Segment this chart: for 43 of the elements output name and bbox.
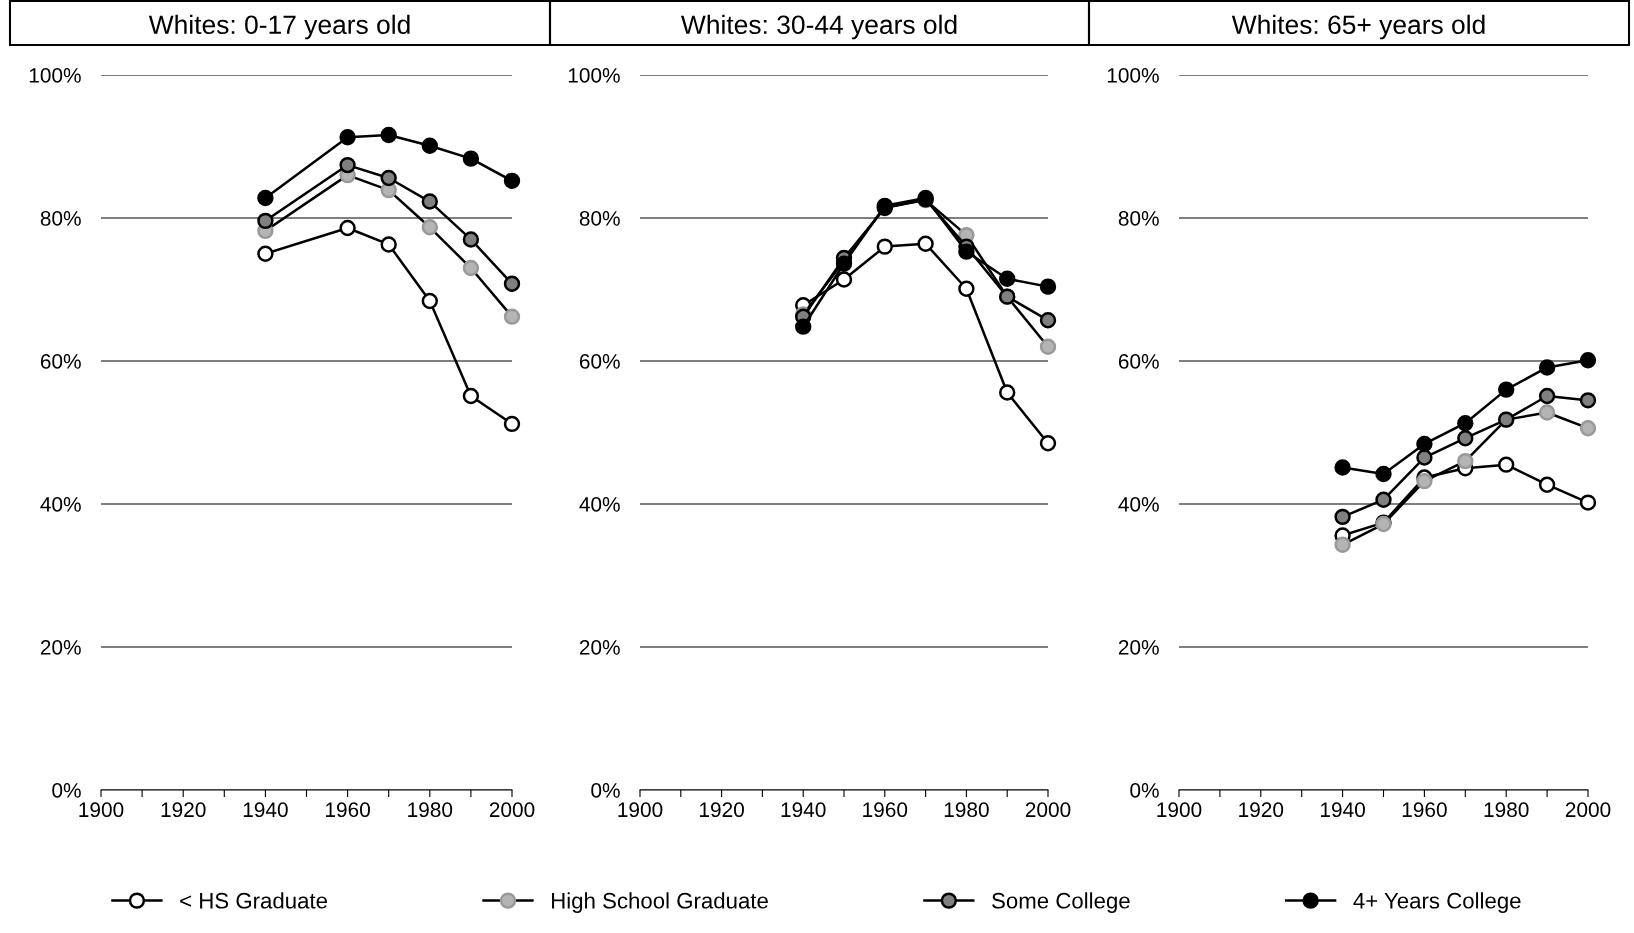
x-tick-label: 2000: [1565, 802, 1611, 818]
y-tick-label: 100%: [568, 68, 620, 83]
x-tick-label: 1980: [944, 802, 989, 818]
x-tick-label: 1940: [1321, 802, 1365, 818]
x-tick-label: 1900: [618, 802, 663, 818]
x-tick-label: 1940: [781, 802, 826, 818]
legend-label: < HS Graduate: [180, 892, 327, 909]
x-tick-label: 1960: [1402, 802, 1447, 818]
legend-label: High School Graduate: [552, 892, 768, 913]
x-tick-label: 2000: [1025, 802, 1071, 818]
y-tick-label: 0%: [52, 783, 81, 798]
y-tick-label: 20%: [579, 640, 620, 655]
legend-label: 4+ Years College: [1353, 892, 1521, 913]
y-tick-label: 60%: [40, 354, 81, 369]
x-tick-label: 1920: [700, 802, 744, 818]
y-tick-label: 100%: [1107, 68, 1159, 83]
y-tick-label: 20%: [40, 640, 81, 655]
y-tick-label: 40%: [579, 497, 620, 512]
x-tick-label: 1940: [243, 802, 288, 818]
x-tick-label: 1920: [161, 802, 206, 818]
y-tick-label: 60%: [579, 354, 620, 369]
y-tick-label: 80%: [40, 211, 81, 226]
x-tick-label: 2000: [489, 802, 535, 818]
x-tick-label: 1980: [408, 802, 453, 818]
y-tick-label: 100%: [29, 68, 81, 83]
y-tick-label: 60%: [1118, 354, 1159, 369]
y-tick-label: 20%: [1118, 640, 1159, 655]
x-tick-label: 1980: [1484, 802, 1529, 818]
chart-title: Whites: 30-44 years old: [681, 14, 957, 40]
x-tick-label: 1960: [863, 802, 908, 818]
y-tick-label: 40%: [40, 497, 81, 512]
x-tick-label: 1960: [326, 802, 370, 818]
chart-title: Whites: 0-17 years old: [148, 14, 410, 40]
y-tick-label: 0%: [591, 783, 620, 798]
chart-title: Whites: 65+ years old: [1231, 14, 1485, 40]
y-tick-label: 40%: [1118, 497, 1159, 512]
x-tick-label: 1920: [1239, 802, 1284, 818]
y-tick-label: 80%: [1118, 211, 1159, 226]
y-tick-label: 0%: [1130, 783, 1159, 798]
x-tick-label: 1900: [79, 802, 124, 818]
legend-label: Some College: [992, 892, 1130, 913]
x-tick-label: 1900: [1157, 802, 1202, 818]
y-tick-label: 80%: [579, 211, 620, 226]
